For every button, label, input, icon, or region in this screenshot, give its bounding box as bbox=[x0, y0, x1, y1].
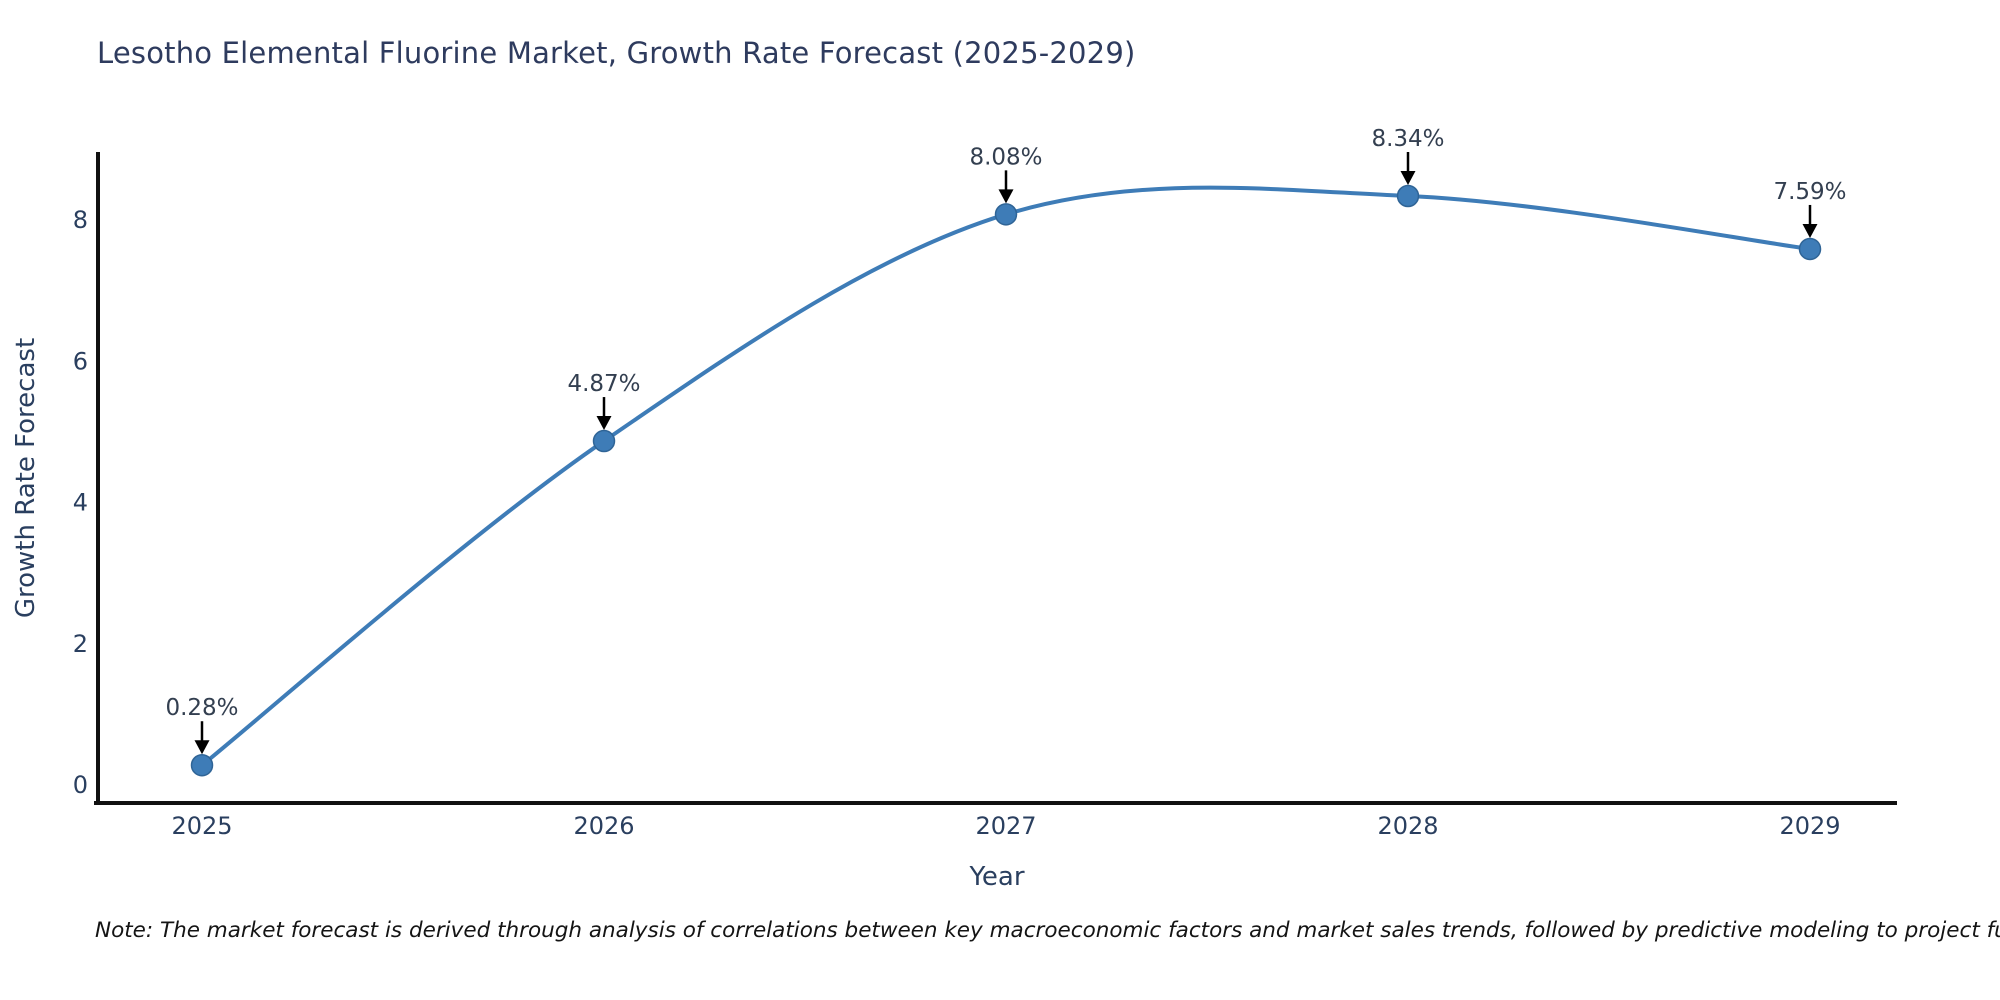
x-tick-label: 2027 bbox=[975, 812, 1036, 840]
forecast-line bbox=[200, 185, 1812, 768]
data-point-2028[interactable] bbox=[1396, 184, 1420, 208]
annotation-arrow-icon bbox=[1400, 170, 1416, 185]
point-annotation: 8.08% bbox=[969, 144, 1042, 170]
data-point-2026[interactable] bbox=[592, 429, 616, 453]
point-annotation: 4.87% bbox=[567, 371, 640, 397]
annotation-arrow-icon bbox=[596, 416, 612, 431]
chart-note: Note: The market forecast is derived thr… bbox=[95, 918, 2000, 943]
annotation-layer: 0.28% 4.87% 8.08% 8.34% 7.59% bbox=[165, 126, 1847, 755]
annotation-arrow-icon bbox=[194, 740, 210, 755]
y-tick-label: 0 bbox=[73, 771, 88, 799]
x-tick-label: 2026 bbox=[573, 812, 634, 840]
y-tick-label: 4 bbox=[73, 489, 88, 517]
chart-title: Lesotho Elemental Fluorine Market, Growt… bbox=[97, 36, 1136, 70]
y-tick-label: 2 bbox=[73, 630, 88, 658]
point-annotation: 7.59% bbox=[1773, 179, 1846, 205]
point-annotation: 8.34% bbox=[1371, 126, 1444, 152]
trace-layer bbox=[190, 184, 1822, 777]
y-tick-label: 8 bbox=[73, 206, 88, 234]
x-tick-label: 2028 bbox=[1377, 812, 1438, 840]
data-point-2027[interactable] bbox=[994, 203, 1018, 226]
y-axis-title: Growth Rate Forecast bbox=[11, 338, 41, 618]
data-point-2025[interactable] bbox=[190, 753, 214, 777]
y-tick-label: 6 bbox=[73, 347, 88, 375]
x-tick-label: 2025 bbox=[171, 812, 232, 840]
annotation-arrow-icon bbox=[1802, 223, 1818, 238]
point-annotation: 0.28% bbox=[165, 695, 238, 721]
tick-layer: 0 2 4 6 8 2025 2026 2027 2028 2029 bbox=[73, 206, 1841, 840]
x-tick-label: 2029 bbox=[1779, 812, 1840, 840]
x-axis-title: Year bbox=[968, 862, 1024, 892]
annotation-arrow-icon bbox=[998, 189, 1014, 204]
data-point-2029[interactable] bbox=[1798, 237, 1822, 261]
